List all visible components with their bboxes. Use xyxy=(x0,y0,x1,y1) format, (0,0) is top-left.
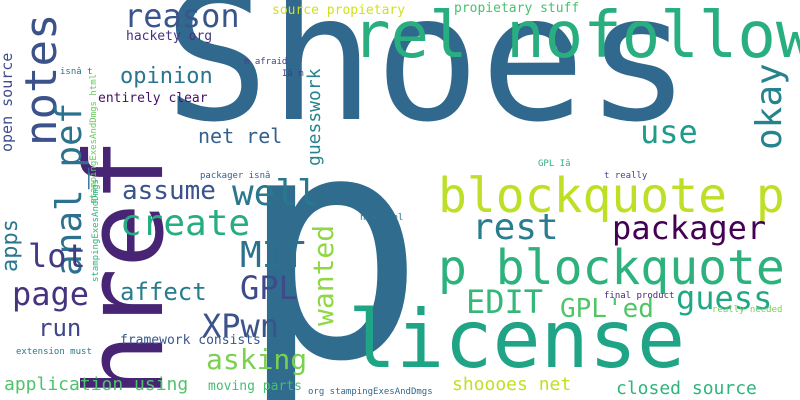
word-xpwn: XPwn xyxy=(202,307,280,345)
word-moving-parts: moving parts xyxy=(208,379,302,394)
word-create: create xyxy=(120,203,251,244)
word-rest: rest xyxy=(472,207,559,248)
word-open-source: open source xyxy=(0,52,16,152)
word-html-rel: html rel xyxy=(360,213,404,223)
word-rel-nofollow: rel nofollow xyxy=(352,0,800,73)
word-shoes: Shoes xyxy=(164,0,691,161)
word-final-product: final product xyxy=(604,291,675,301)
word-entirely-clear: entirely clear xyxy=(98,91,208,106)
word-guesswork: guesswork xyxy=(304,68,325,166)
word-p: p xyxy=(238,66,426,400)
word-packager: packager xyxy=(612,209,767,247)
word-framework-consists: framework consists xyxy=(120,333,261,348)
word-mit: MIT xyxy=(240,235,306,276)
word-packager-isn: packager isnâ xyxy=(200,171,271,181)
word-gpl-i: GPL Iâ xyxy=(538,159,571,169)
word-use: use xyxy=(640,113,698,151)
word-closed-source: closed source xyxy=(616,378,757,399)
word-source-propietary: source propietary xyxy=(272,3,406,18)
word-shoooes-net: shoooes net xyxy=(452,374,572,395)
word-opinion: opinion xyxy=(120,64,213,89)
word-license: license xyxy=(348,293,686,386)
word-blockquote-p: blockquote p xyxy=(438,168,785,224)
word-reason: reason xyxy=(124,0,240,35)
word-wanted: wanted xyxy=(307,224,340,326)
word-well: well xyxy=(232,173,319,214)
word-guess: guess xyxy=(676,279,773,317)
word-t-really: t really xyxy=(604,171,648,181)
word-i-m: Iâ m xyxy=(282,69,304,79)
word-page: page xyxy=(12,275,90,313)
word-edit: EDIT xyxy=(466,283,544,321)
word-apps: apps xyxy=(0,219,23,272)
word-hackety-org: hackety org xyxy=(126,29,213,44)
word-lot: lot xyxy=(28,237,86,275)
word-assume: assume xyxy=(122,176,216,206)
word-really-needed: really needed xyxy=(712,305,783,315)
word-propietary-stuff: propietary stuff xyxy=(454,1,580,16)
word-okay: okay xyxy=(749,63,790,150)
word-m-afraid: m afraid xyxy=(244,57,288,67)
word-stampingexesanddmgs: stampingExesAndDmgs xyxy=(91,179,101,282)
word-gpl: GPL xyxy=(240,269,298,307)
word-net-rel: net rel xyxy=(198,124,283,148)
word-gpled: GPL'ed xyxy=(560,294,654,324)
word-isnt: isnâ t xyxy=(60,67,93,77)
word-org-stampingexesanddmgs: org stampingExesAndDmgs xyxy=(308,387,433,397)
word-affect: affect xyxy=(120,278,207,306)
word-p-blockquote: p blockquote xyxy=(438,240,785,296)
word-run: run xyxy=(38,314,82,342)
word-extension-must: extension must xyxy=(16,347,92,357)
word-asking: asking xyxy=(206,343,308,376)
word-application-using: application using xyxy=(4,374,189,395)
